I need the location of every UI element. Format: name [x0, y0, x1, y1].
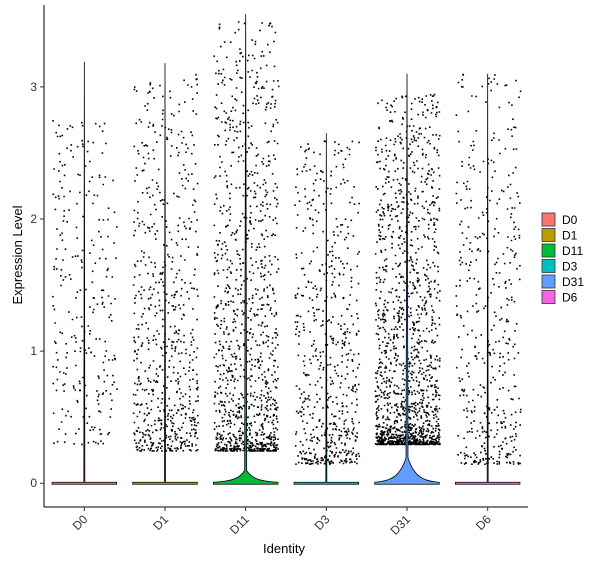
- y-tick-label: 1: [30, 344, 37, 358]
- legend-label-D0: D0: [562, 213, 578, 227]
- legend-key-D11: [541, 243, 556, 258]
- violins: [51, 14, 521, 485]
- violin-D1: [132, 63, 198, 485]
- x-tick-label: D1: [150, 512, 171, 533]
- jitter-points-D6: [455, 73, 522, 465]
- y-tick-label: 3: [30, 80, 37, 94]
- legend-key-D6: [541, 290, 556, 304]
- violin-D0: [51, 61, 117, 485]
- y-tick-label: 2: [30, 212, 37, 226]
- legend-label-D1: D1: [562, 229, 578, 243]
- violin-D31: [374, 73, 440, 485]
- jitter-points-D1: [132, 73, 199, 452]
- y-tick-label: 0: [30, 476, 37, 490]
- legend-label-D11: D11: [562, 244, 583, 258]
- legend-label-D31: D31: [562, 275, 584, 289]
- legend-label-D3: D3: [562, 260, 578, 274]
- legend-key-D3: [541, 259, 556, 273]
- jitter-points-D11: [213, 21, 280, 452]
- x-axis-title: Identity: [263, 541, 305, 556]
- violin-D6: [455, 73, 521, 485]
- y-axis-title: Expression Level: [10, 205, 25, 304]
- legend-label-D6: D6: [562, 291, 578, 305]
- violin-D3: [293, 133, 359, 485]
- legend-key-D31: [541, 274, 556, 289]
- x-tick-label: D11: [227, 512, 252, 537]
- x-tick-label: D3: [312, 512, 333, 533]
- jitter-points-D3: [294, 140, 361, 465]
- violin-D11: [213, 14, 279, 485]
- legend-key-D1: [541, 228, 556, 242]
- x-ticks: D0 D1 D11 D3 D31 D6: [70, 507, 494, 538]
- axes: [43, 5, 528, 508]
- jitter-points: [52, 21, 522, 465]
- x-tick-label: D31: [388, 512, 414, 538]
- x-tick-label: D6: [473, 512, 494, 533]
- x-tick-label: D0: [70, 512, 91, 533]
- y-ticks: 0 1 2 3: [30, 80, 44, 490]
- jitter-points-D31: [374, 93, 441, 446]
- legend-key-D0: [541, 212, 556, 227]
